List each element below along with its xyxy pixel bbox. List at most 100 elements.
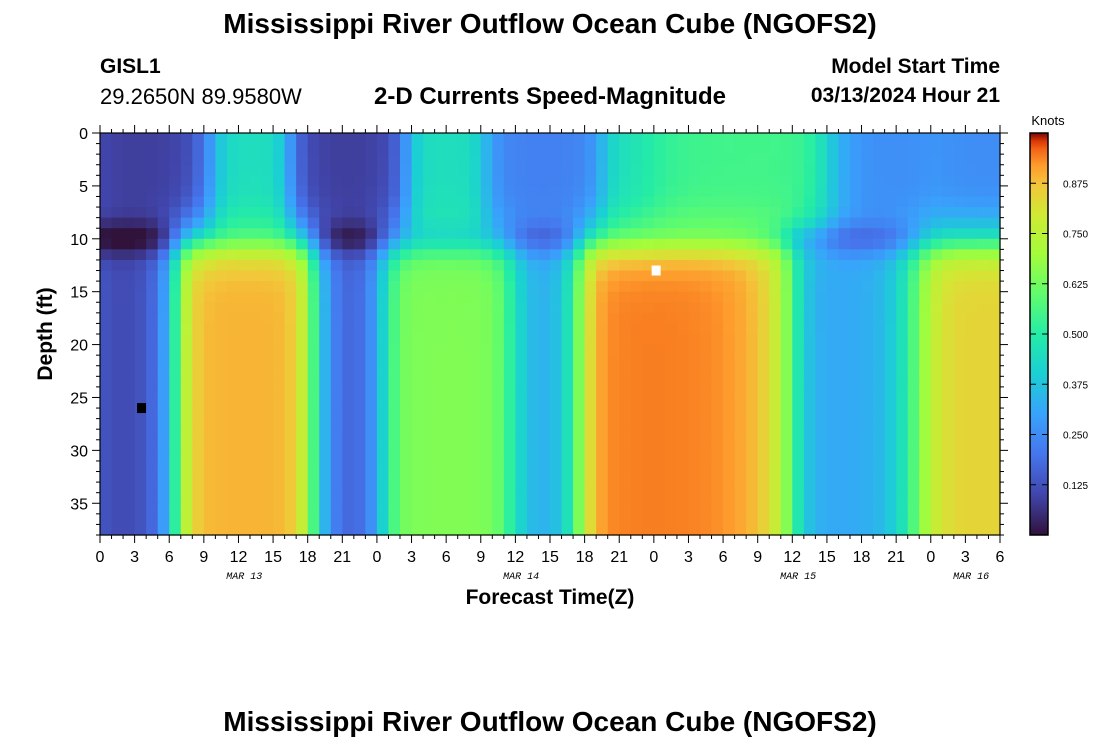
heatmap-cell [861,471,874,483]
heatmap-cell [815,238,828,250]
heatmap-cell [538,291,551,303]
heatmap-cell [803,175,816,187]
heatmap-cell [653,291,666,303]
heatmap-cell [803,323,816,335]
heatmap-cell [988,238,1001,250]
heatmap-cell [353,291,366,303]
heatmap-cell [330,513,343,526]
heatmap-cell [826,217,840,229]
heatmap-cell [607,323,620,335]
heatmap-cell [100,133,113,145]
heatmap-cell [988,217,1001,229]
heatmap-cell [723,429,736,441]
heatmap-cell [780,334,793,346]
heatmap-cell [526,524,540,536]
heatmap-cell [238,259,251,272]
heatmap-cell [942,482,955,494]
heatmap-cell [111,524,124,536]
heatmap-cell [561,133,574,145]
heatmap-cell [826,154,840,166]
heatmap-cell [515,312,528,325]
heatmap-cell [573,439,586,451]
heatmap-cell [157,439,170,451]
heatmap-cell [157,418,170,430]
heatmap-cell [561,302,574,314]
heatmap-cell [388,133,401,145]
heatmap-cell [388,408,401,420]
heatmap-cell [180,238,193,250]
heatmap-cell [930,259,943,272]
heatmap-cell [146,259,159,272]
heatmap-cell [930,397,943,409]
heatmap-cell [826,259,840,272]
heatmap-cell [457,334,470,346]
heatmap-cell [457,196,470,208]
heatmap-cell [665,418,678,430]
heatmap-cell [873,323,886,335]
heatmap-cell [873,302,886,314]
heatmap-cell [757,513,770,526]
heatmap-cell [930,418,943,430]
heatmap-cell [688,154,701,166]
heatmap-cell [607,238,620,250]
heatmap-cell [953,238,966,250]
heatmap-cell [850,513,863,526]
heatmap-cell [642,302,655,314]
heatmap-cell [711,143,724,155]
heatmap-cell [573,471,586,483]
heatmap-cell [976,291,990,303]
heatmap-cell [492,281,505,293]
heatmap-cell [607,450,620,462]
heatmap-cell [376,376,390,388]
heatmap-cell [457,386,470,399]
heatmap-cell [169,418,182,430]
heatmap-cell [411,228,424,240]
heatmap-cell [688,281,701,293]
heatmap-cell [838,143,851,155]
heatmap-cell [353,334,366,346]
heatmap-cell [238,503,251,515]
heatmap-cell [434,281,447,293]
heatmap-cell [284,312,297,325]
heatmap-cell [907,154,920,166]
heatmap-cell [688,238,701,250]
heatmap-cell [596,143,609,155]
heatmap-cell [400,228,413,240]
heatmap-cell [838,524,851,536]
heatmap-cell [526,323,540,335]
heatmap-cell [665,302,678,314]
heatmap-cell [873,429,886,441]
heatmap-cell [146,249,159,261]
heatmap-cell [411,397,424,409]
heatmap-cell [319,312,332,325]
heatmap-cell [550,450,563,462]
heatmap-cell [619,133,632,145]
heatmap-cell [353,524,366,536]
heatmap-cell [907,185,920,198]
heatmap-cell [307,492,320,504]
heatmap-cell [353,207,366,219]
heatmap-cell [123,217,136,229]
heatmap-cell [365,302,378,314]
heatmap-cell [215,397,228,409]
heatmap-cell [134,460,147,473]
x-tick-label: 0 [649,549,658,566]
heatmap-cell [284,365,297,377]
heatmap-cell [457,143,470,155]
heatmap-cell [550,365,563,377]
heatmap-cell [146,334,159,346]
heatmap-cell [261,196,274,208]
heatmap-cell [388,207,401,219]
heatmap-cell [665,344,678,356]
heatmap-cell [146,228,159,240]
heatmap-cell [111,312,124,325]
heatmap-cell [769,323,782,335]
heatmap-cell [596,429,609,441]
heatmap-cell [734,259,747,272]
heatmap-cell [780,154,793,166]
heatmap-cell [261,164,274,176]
heatmap-cell [284,323,297,335]
heatmap-cell [146,312,159,325]
heatmap-cell [757,376,770,388]
heatmap-cell [815,291,828,303]
